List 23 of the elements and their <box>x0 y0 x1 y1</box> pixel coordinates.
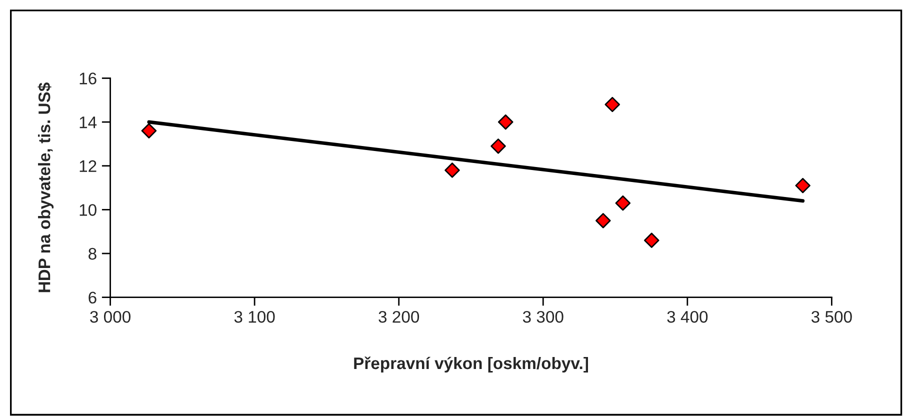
y-tick-label: 6 <box>88 292 96 304</box>
x-tick-label: 3 300 <box>522 310 564 323</box>
y-tick-label: 12 <box>80 160 96 172</box>
x-axis-title: Přepravní výkon [oskm/obyv.] <box>354 356 588 373</box>
point <box>498 114 514 130</box>
point <box>644 232 660 248</box>
y-tick-label: 14 <box>80 116 97 128</box>
y-tick-label: 16 <box>80 72 96 84</box>
x-tick-label: 3 200 <box>378 310 420 323</box>
y-axis-title: HDP na obyvatele, tis. US$ <box>38 82 54 292</box>
y-tick-label: 8 <box>88 248 96 260</box>
x-tick-label: 3 400 <box>667 310 708 323</box>
point <box>444 162 460 178</box>
point <box>490 138 506 154</box>
point <box>615 195 631 211</box>
point <box>141 123 157 138</box>
x-tick-label: 3 500 <box>811 310 852 323</box>
x-tick-label: 3 000 <box>90 310 130 323</box>
point <box>795 178 810 194</box>
point <box>604 96 620 112</box>
x-tick-label: 3 100 <box>234 310 275 323</box>
point <box>596 212 611 228</box>
y-tick-label: 10 <box>80 204 96 216</box>
